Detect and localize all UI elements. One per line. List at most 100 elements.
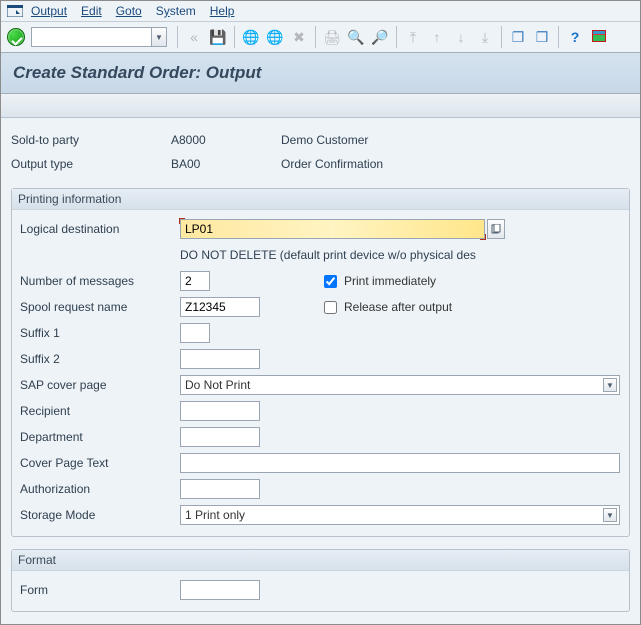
print-immediately-checkbox[interactable] [324,275,337,288]
print-button: 🖨 [321,26,343,48]
next-page-button: ↓ [450,26,472,48]
form-input[interactable] [180,580,260,600]
outputtype-desc: Order Confirmation [281,157,383,171]
chevrons-left-icon: « [190,30,198,44]
search-help-icon [491,224,501,234]
last-page-icon: ⤓ [482,30,488,44]
num-messages-row: Number of messages Print immediately [20,268,621,294]
form-row: Form [20,577,621,603]
suffix2-row: Suffix 2 [20,346,621,372]
command-history-dropdown[interactable]: ▼ [151,27,167,47]
print-immediately-label: Print immediately [344,274,436,288]
format-group-title: Format [12,550,629,571]
outputtype-value: BA00 [171,157,281,171]
content-area: Sold-to party A8000 Demo Customer Output… [1,118,640,624]
cover-page-value: Do Not Print [185,378,250,392]
toolbar-separator [558,26,559,48]
prev-page-icon: ↑ [434,30,441,44]
sap-window: Output Edit Goto System Help ▼ « 💾 🌐 🌐 ✖… [0,0,641,625]
recipient-row: Recipient [20,398,621,424]
last-page-button: ⤓ [474,26,496,48]
suffix1-row: Suffix 1 [20,320,621,346]
spool-name-row: Spool request name Release after output [20,294,621,320]
layout-icon [592,30,606,44]
page-title: Create Standard Order: Output [13,63,628,83]
new-session-button[interactable]: ❐ [507,26,529,48]
format-group: Format Form [11,549,630,612]
release-after-checkbox[interactable] [324,301,337,314]
cover-text-row: Cover Page Text [20,450,621,476]
logical-dest-label: Logical destination [20,222,180,236]
storage-mode-select[interactable]: 1 Print only ▼ [180,505,620,525]
cover-page-select[interactable]: Do Not Print ▼ [180,375,620,395]
menu-help[interactable]: Help [210,4,235,18]
recipient-input[interactable] [180,401,260,421]
spool-name-input[interactable] [180,297,260,317]
release-after-checkbox-wrap[interactable]: Release after output [320,298,452,317]
nav-back-button[interactable]: 🌐 [240,26,262,48]
logical-dest-f4-button[interactable] [487,219,505,239]
help-button[interactable]: ? [564,26,586,48]
menu-edit[interactable]: Edit [81,4,102,18]
cover-text-label: Cover Page Text [20,456,180,470]
department-label: Department [20,430,180,444]
dropdown-caret-icon: ▼ [603,378,617,392]
next-page-icon: ↓ [458,30,465,44]
prev-page-button: ↑ [426,26,448,48]
find-icon: 🔍 [347,30,364,44]
back-button: « [183,26,205,48]
find-next-icon: 🔎 [371,30,388,44]
outputtype-row: Output type BA00 Order Confirmation [11,152,630,176]
cover-text-input[interactable] [180,453,620,473]
menu-goto[interactable]: Goto [116,4,142,18]
printing-group-body: Logical destination DO NOT DELETE (defau… [12,210,629,536]
logical-destination-input[interactable] [180,219,485,239]
recipient-label: Recipient [20,404,180,418]
suffix1-label: Suffix 1 [20,326,180,340]
command-input[interactable] [31,27,151,47]
suffix2-label: Suffix 2 [20,352,180,366]
logical-dest-desc-row: DO NOT DELETE (default print device w/o … [20,242,621,268]
cancel-icon: ✖ [293,30,305,44]
print-immediately-checkbox-wrap[interactable]: Print immediately [320,272,436,291]
shortcut-icon: ❒ [536,30,549,44]
printing-group: Printing information Logical destination… [11,188,630,537]
authorization-row: Authorization [20,476,621,502]
outputtype-label: Output type [11,157,171,171]
soldto-label: Sold-to party [11,133,171,147]
nav-cancel-button: ✖ [288,26,310,48]
authorization-input[interactable] [180,479,260,499]
storage-mode-row: Storage Mode 1 Print only ▼ [20,502,621,528]
menu-system[interactable]: System [156,4,196,18]
toolbar-separator [396,26,397,48]
first-page-icon: ⤒ [410,30,416,44]
department-input[interactable] [180,427,260,447]
find-button: 🔍 [345,26,367,48]
cover-page-label: SAP cover page [20,378,180,392]
toolbar-separator [315,26,316,48]
toolbar-separator [501,26,502,48]
menu-bar: Output Edit Goto System Help [1,1,640,22]
form-label: Form [20,583,180,597]
cover-page-row: SAP cover page Do Not Print ▼ [20,372,621,398]
globe-back-icon: 🌐 [242,30,259,44]
printing-group-title: Printing information [12,189,629,210]
num-messages-input[interactable] [180,271,210,291]
enter-ok-button[interactable] [7,28,25,46]
toolbar-separator [177,26,178,48]
find-next-button: 🔎 [369,26,391,48]
nav-exit-button: 🌐 [264,26,286,48]
storage-mode-value: 1 Print only [185,508,245,522]
window-menu-icon[interactable] [7,4,23,18]
logical-dest-row: Logical destination [20,216,621,242]
authorization-label: Authorization [20,482,180,496]
create-shortcut-button[interactable]: ❒ [531,26,553,48]
suffix1-input[interactable] [180,323,210,343]
help-icon: ? [571,30,580,44]
save-button: 💾 [207,26,229,48]
command-field-wrap: ▼ [31,27,167,47]
menu-output[interactable]: Output [31,4,67,18]
toolbar-separator [234,26,235,48]
suffix2-input[interactable] [180,349,260,369]
local-layout-button[interactable] [588,26,610,48]
